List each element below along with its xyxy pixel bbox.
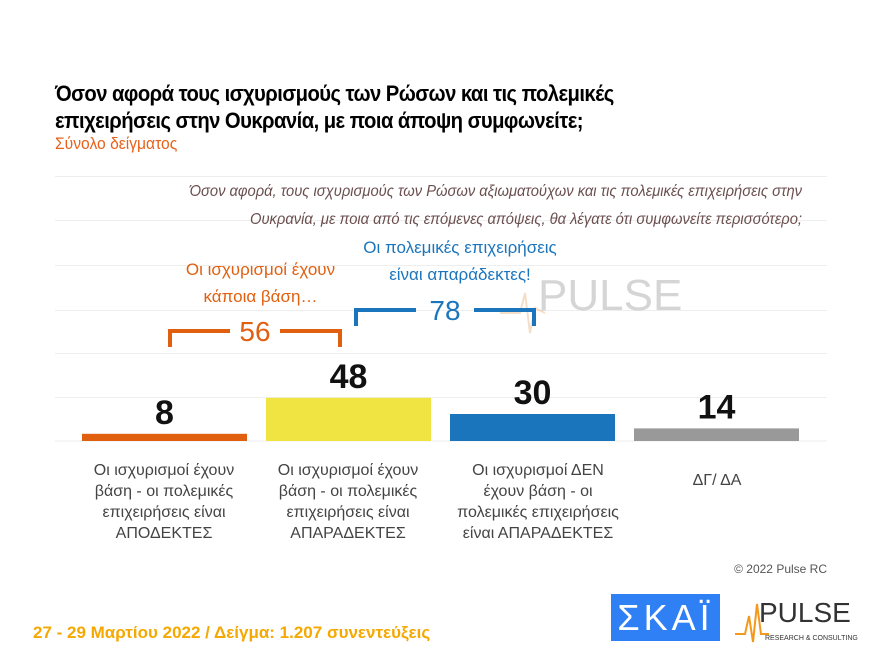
gridline	[55, 265, 827, 266]
pulse-watermark: PULSE	[500, 271, 682, 334]
question-text: Όσον αφορά, τους ισχυρισμούς των Ρώσων α…	[189, 183, 802, 228]
footer-date-sample: 27 - 29 Μαρτίου 2022 / Δείγμα: 1.207 συν…	[33, 623, 431, 642]
category-label: ΔΓ/ ΔΑ	[692, 472, 742, 489]
page-title: Όσον αφορά τους ισχυρισμούς των Ρώσων κα…	[55, 81, 614, 133]
gridline	[55, 310, 827, 311]
annotation-label-1: Οι ισχυρισμοί έχουν κάποια βάση…	[185, 260, 336, 306]
subtitle: Σύνολο δείγματος	[55, 134, 178, 153]
pulse-logo-subtext: RESEARCH & CONSULTING	[765, 635, 858, 642]
pulse-logo-text: PULSE	[759, 597, 851, 628]
bracket-accept-basis-value: 56	[239, 316, 270, 347]
bracket-accept-basis-right	[280, 329, 342, 347]
bar	[82, 433, 247, 441]
bracket-unacceptable-left	[354, 308, 416, 326]
bar-chart: 8 48 30 14 56 78	[55, 295, 827, 442]
bar	[634, 428, 799, 441]
bar-value-label: 30	[514, 374, 552, 412]
category-label: Οι ισχυρισμοί έχουν βάση - οι πολεμικές …	[93, 462, 235, 542]
copyright: © 2022 Pulse RC	[734, 562, 827, 576]
pulse-logo: PULSE RESEARCH & CONSULTING	[735, 597, 858, 643]
bracket-accept-basis-left	[168, 329, 230, 347]
watermark-text: PULSE	[538, 271, 682, 320]
gridline	[55, 397, 827, 398]
gridline	[55, 176, 827, 177]
gridline	[55, 220, 827, 221]
bar	[266, 397, 431, 441]
annotation-label-2: Οι πολεμικές επιχειρήσεις είναι απαράδεκ…	[363, 238, 557, 284]
bar-value-label: 14	[698, 388, 736, 426]
bar-value-label: 8	[155, 394, 174, 432]
category-label: Οι ισχυρισμοί ΔΕΝ έχουν βάση - οι πολεμι…	[457, 462, 619, 542]
category-label: Οι ισχυρισμοί έχουν βάση - οι πολεμικές …	[277, 462, 419, 542]
bar-value-label: 48	[330, 358, 368, 396]
bar	[450, 414, 615, 441]
skai-logo: ΣΚΑΪ	[611, 594, 720, 641]
bracket-unacceptable-value: 78	[429, 295, 460, 326]
bracket-unacceptable-right	[474, 308, 536, 326]
gridline	[55, 353, 827, 354]
